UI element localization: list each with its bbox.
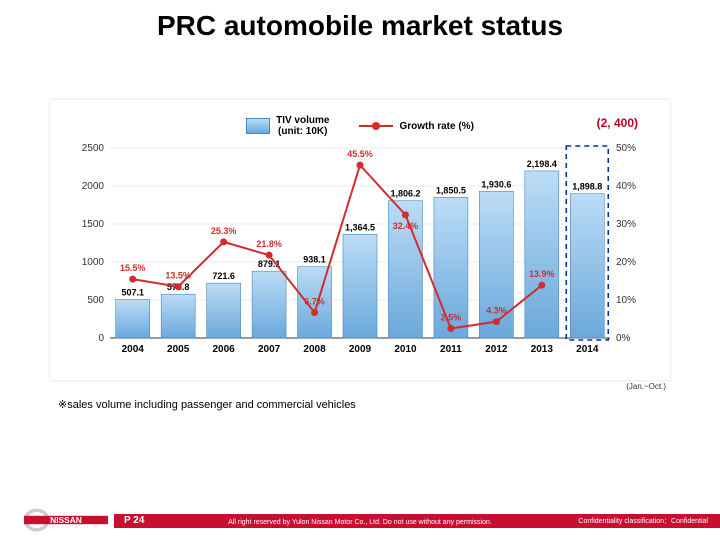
page-number: P 24 [124, 515, 144, 526]
page-title: PRC automobile market status [0, 10, 720, 42]
svg-text:1,806.2: 1,806.2 [390, 189, 420, 199]
forecast-callout: (2, 400) [597, 116, 638, 130]
nissan-logo: NISSAN [22, 506, 110, 534]
svg-text:0: 0 [98, 333, 104, 344]
classification-text: Confidentiality classification：Confident… [578, 516, 708, 526]
svg-text:1,898.8: 1,898.8 [572, 182, 602, 192]
svg-text:13.9%: 13.9% [529, 269, 555, 279]
svg-text:25.3%: 25.3% [211, 226, 237, 236]
svg-text:6.7%: 6.7% [304, 297, 325, 307]
svg-text:2004: 2004 [122, 344, 145, 355]
svg-text:721.6: 721.6 [212, 271, 235, 281]
chart-svg: 0 500 1000 1500 2000 2500 0% 10% 20% 30% 40% 50% 507… [60, 142, 660, 372]
legend-bar-text: TIV volume (unit: 10K) [276, 115, 329, 137]
legend-bar-line1: TIV volume [276, 115, 329, 126]
svg-text:2010: 2010 [394, 344, 417, 355]
nissan-logo-svg: NISSAN [22, 506, 110, 534]
svg-text:1,364.5: 1,364.5 [345, 222, 375, 232]
svg-text:21.8%: 21.8% [256, 239, 282, 249]
chart-legend: TIV volume (unit: 10K) Growth rate (%) [60, 112, 660, 140]
svg-text:4.3%: 4.3% [486, 306, 507, 316]
svg-text:13.5%: 13.5% [165, 271, 191, 281]
svg-text:30%: 30% [616, 219, 636, 230]
svg-text:2006: 2006 [213, 344, 236, 355]
svg-text:2013: 2013 [531, 344, 554, 355]
legend-bar-line2: (unit: 10K) [278, 126, 327, 137]
chart-inner: TIV volume (unit: 10K) Growth rate (%) (… [60, 112, 660, 370]
svg-text:1500: 1500 [82, 219, 105, 230]
svg-text:2012: 2012 [485, 344, 508, 355]
slide-root: PRC automobile market status TIV volume … [0, 0, 720, 540]
svg-text:1,850.5: 1,850.5 [436, 185, 466, 195]
svg-text:50%: 50% [616, 143, 636, 154]
svg-text:32.4%: 32.4% [393, 221, 419, 231]
svg-text:2008: 2008 [303, 344, 326, 355]
svg-text:1000: 1000 [82, 257, 105, 268]
svg-text:2005: 2005 [167, 344, 190, 355]
legend-bar: TIV volume (unit: 10K) [246, 115, 329, 137]
svg-text:2011: 2011 [440, 344, 462, 355]
svg-text:2500: 2500 [82, 143, 105, 154]
legend-line-marker [359, 125, 393, 127]
svg-text:20%: 20% [616, 257, 636, 268]
chart-container: TIV volume (unit: 10K) Growth rate (%) (… [50, 100, 670, 380]
svg-text:507.1: 507.1 [121, 287, 144, 297]
legend-line-text: Growth rate (%) [399, 121, 473, 132]
svg-text:500: 500 [87, 295, 104, 306]
svg-text:0%: 0% [616, 333, 631, 344]
footnote: ※sales volume including passenger and co… [58, 398, 356, 411]
svg-text:2014: 2014 [576, 344, 599, 355]
period-note: (Jan.~Oct.) [626, 382, 666, 391]
svg-text:2,198.4: 2,198.4 [527, 159, 557, 169]
svg-text:938.1: 938.1 [303, 255, 326, 265]
svg-text:10%: 10% [616, 295, 636, 306]
legend-bar-swatch [246, 118, 270, 134]
svg-text:2007: 2007 [258, 344, 281, 355]
svg-text:2.5%: 2.5% [441, 313, 462, 323]
logo-text: NISSAN [50, 515, 82, 525]
rights-text: All right reserved by Yulon Nissan Motor… [180, 519, 540, 526]
svg-text:1,930.6: 1,930.6 [481, 179, 511, 189]
svg-text:2009: 2009 [349, 344, 372, 355]
legend-line: Growth rate (%) [359, 121, 473, 132]
svg-text:40%: 40% [616, 181, 636, 192]
svg-text:45.5%: 45.5% [347, 149, 373, 159]
svg-text:2000: 2000 [82, 181, 105, 192]
svg-text:15.5%: 15.5% [120, 263, 146, 273]
